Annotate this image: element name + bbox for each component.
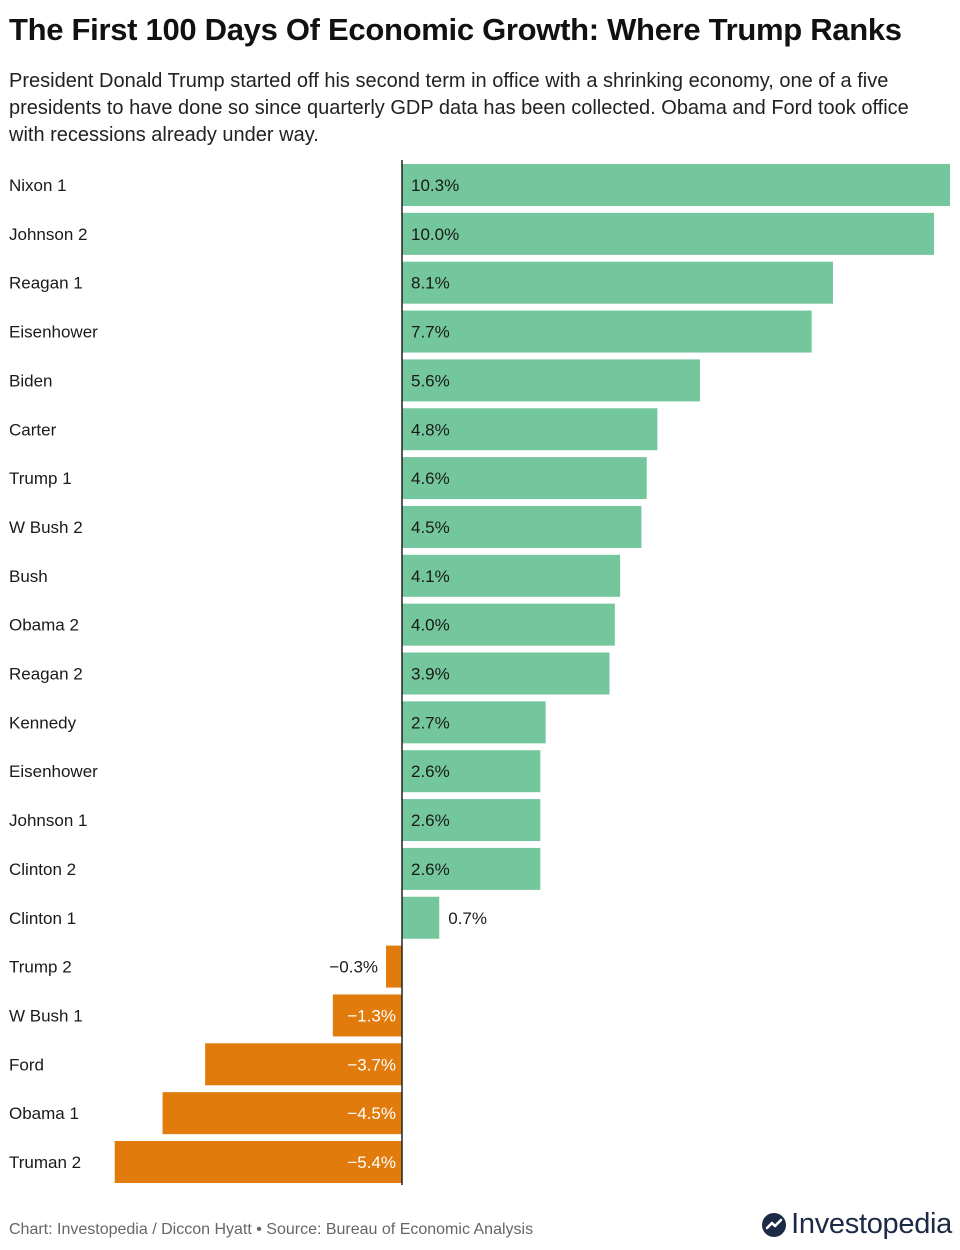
bar-9: [402, 603, 615, 646]
value-label: −0.3%: [329, 958, 378, 977]
bar-14: [402, 847, 541, 890]
bar-2: [402, 261, 833, 304]
bar-17: [332, 994, 402, 1037]
bar-12: [402, 750, 541, 793]
category-label: Truman 2: [9, 1153, 81, 1172]
investopedia-logo-icon: [762, 1212, 787, 1237]
value-label: 0.7%: [448, 909, 487, 928]
bar-19: [162, 1092, 402, 1135]
category-label: Bush: [9, 567, 48, 586]
category-label: Obama 2: [9, 616, 79, 635]
value-label: 4.1%: [411, 567, 450, 586]
value-label: 2.6%: [411, 860, 450, 879]
value-label: 4.6%: [411, 469, 450, 488]
category-label: Trump 1: [9, 469, 72, 488]
source-credit: Chart: Investopedia / Diccon Hyatt • Sou…: [9, 1221, 534, 1238]
bar-3: [402, 310, 812, 353]
bar-8: [402, 554, 621, 597]
bar-5: [402, 408, 658, 451]
bar-4: [402, 359, 700, 402]
value-label: 2.6%: [411, 762, 450, 781]
category-label: W Bush 2: [9, 518, 83, 537]
bar-1: [402, 212, 935, 255]
category-label: Johnson 2: [9, 225, 87, 244]
value-label: 2.6%: [411, 811, 450, 830]
bar-6: [402, 457, 647, 500]
value-label: −3.7%: [347, 1055, 396, 1074]
category-label: Clinton 1: [9, 909, 76, 928]
value-label: 10.3%: [411, 176, 459, 195]
bar-chart: Nixon 1 10.3% Johnson 2 10.0% Reagan 1 8.1% Ei…: [9, 160, 950, 1185]
category-label: W Bush 1: [9, 1006, 83, 1025]
category-label: Ford: [9, 1055, 44, 1074]
category-label: Obama 1: [9, 1104, 79, 1123]
bar-0: [402, 164, 950, 206]
value-label: 4.0%: [411, 616, 450, 635]
category-label: Carter: [9, 420, 57, 439]
bar-16: [386, 945, 402, 988]
value-label: 5.6%: [411, 371, 450, 390]
value-label: 4.8%: [411, 420, 450, 439]
value-label: 4.5%: [411, 518, 450, 537]
category-label: Kennedy: [9, 713, 77, 732]
logo-wordmark: Investopedia: [791, 1208, 952, 1240]
category-label: Biden: [9, 371, 52, 390]
investopedia-logo: Investopedia: [761, 1208, 952, 1241]
bar-15: [402, 896, 440, 939]
bar-10: [402, 652, 610, 695]
category-label: Reagan 1: [9, 274, 83, 293]
value-label: 2.7%: [411, 713, 450, 732]
category-label: Nixon 1: [9, 176, 67, 195]
category-label: Johnson 1: [9, 811, 87, 830]
bar-7: [402, 505, 642, 548]
category-label: Reagan 2: [9, 665, 83, 684]
value-label: −5.4%: [347, 1153, 396, 1172]
value-label: 8.1%: [411, 274, 450, 293]
value-label: −4.5%: [347, 1104, 396, 1123]
chart-title: The First 100 Days Of Economic Growth: W…: [9, 12, 902, 47]
category-label: Trump 2: [9, 958, 72, 977]
category-label: Eisenhower: [9, 762, 98, 781]
category-label: Clinton 2: [9, 860, 76, 879]
bar-20: [114, 1141, 402, 1183]
bar-13: [402, 799, 541, 842]
bar-18: [205, 1043, 402, 1086]
chart-subtitle: President Donald Trump started off his s…: [9, 70, 909, 146]
bar-11: [402, 701, 546, 744]
value-label: 7.7%: [411, 323, 450, 342]
value-label: 10.0%: [411, 225, 459, 244]
value-label: −1.3%: [347, 1006, 396, 1025]
category-label: Eisenhower: [9, 323, 98, 342]
value-label: 3.9%: [411, 665, 450, 684]
